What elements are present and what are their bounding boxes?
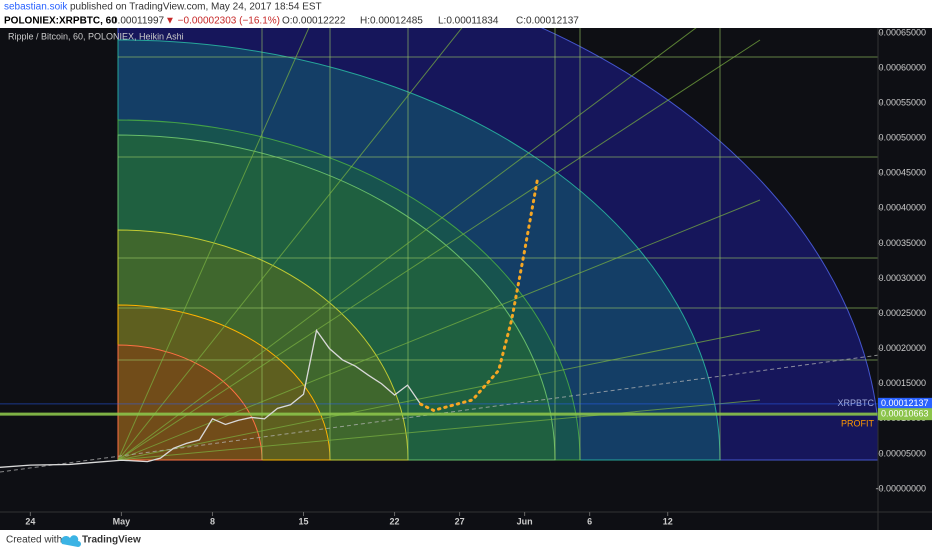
chart-title: Ripple / Bitcoin, 60, POLONIEX, Heikin A… — [8, 31, 184, 41]
y-tick-label: 0.00040000 — [878, 203, 926, 213]
gann-fan — [117, 399, 761, 461]
y-tick-label: -0.00000000 — [875, 483, 926, 493]
price-box — [878, 408, 932, 421]
y-tick-label: 0.00020000 — [878, 343, 926, 353]
x-tick-label: 22 — [390, 516, 400, 526]
price-value: 0.00010663 — [881, 409, 929, 419]
y-tick-label: 0.00030000 — [878, 273, 926, 283]
y-tick-label: 0.00065000 — [878, 27, 926, 37]
plot — [0, 176, 878, 468]
trend-line — [0, 354, 878, 473]
footer-text: Created with — [6, 535, 62, 546]
y-tick-label: 0.00005000 — [878, 448, 926, 458]
x-tick-label: 6 — [587, 516, 592, 526]
price-name: PROFIT — [841, 419, 875, 429]
footer-brand[interactable]: TradingView — [82, 535, 141, 546]
series-line — [0, 328, 422, 468]
ohlc: O:0.00012222 — [282, 16, 346, 27]
price-box — [878, 397, 932, 410]
ohlc: H:0.00012485 — [360, 16, 423, 27]
author[interactable]: sebastian.soik — [4, 2, 68, 13]
last: 0.00011997 — [112, 16, 165, 27]
series-line — [419, 176, 540, 413]
y-tick-label: 0.00060000 — [878, 62, 926, 72]
x-tick-label: 15 — [298, 516, 308, 526]
y-tick-label: 0.00035000 — [878, 238, 926, 248]
ohlc: C:0.00012137 — [516, 16, 579, 27]
gann-fan — [117, 28, 697, 461]
gann-fan — [117, 28, 463, 461]
published: published on TradingView.com, May 24, 20… — [70, 2, 322, 13]
gann-drawing — [0, 28, 878, 473]
y-tick-label: 0.00050000 — [878, 133, 926, 143]
y-tick-label: 0.00045000 — [878, 168, 926, 178]
price-name: XRPBTC — [837, 398, 874, 408]
change: ▼ −0.00002303 (−16.1%) — [165, 16, 280, 27]
price-value: 0.00012137 — [881, 398, 929, 408]
x-tick-label: Jun — [517, 516, 533, 526]
gann-fan — [117, 329, 761, 461]
y-tick-label: 0.00055000 — [878, 98, 926, 108]
y-tick-label: 0.00015000 — [878, 378, 926, 388]
gann-arc — [117, 344, 263, 461]
x-tick-label: 27 — [455, 516, 465, 526]
x-tick-label: 8 — [210, 516, 215, 526]
footer-bg — [0, 530, 932, 550]
symbol: POLONIEX:XRPBTC, 60 — [4, 16, 117, 27]
y-tick-label: 0.00025000 — [878, 308, 926, 318]
x-tick-label: 12 — [663, 516, 673, 526]
gann-fan — [117, 39, 761, 461]
logo — [61, 535, 81, 547]
x-tick-label: May — [113, 516, 131, 526]
ohlc: L:0.00011834 — [438, 16, 499, 27]
gann-fan — [117, 199, 761, 461]
x-tick-label: 24 — [25, 516, 35, 526]
gann-fan — [117, 28, 310, 461]
